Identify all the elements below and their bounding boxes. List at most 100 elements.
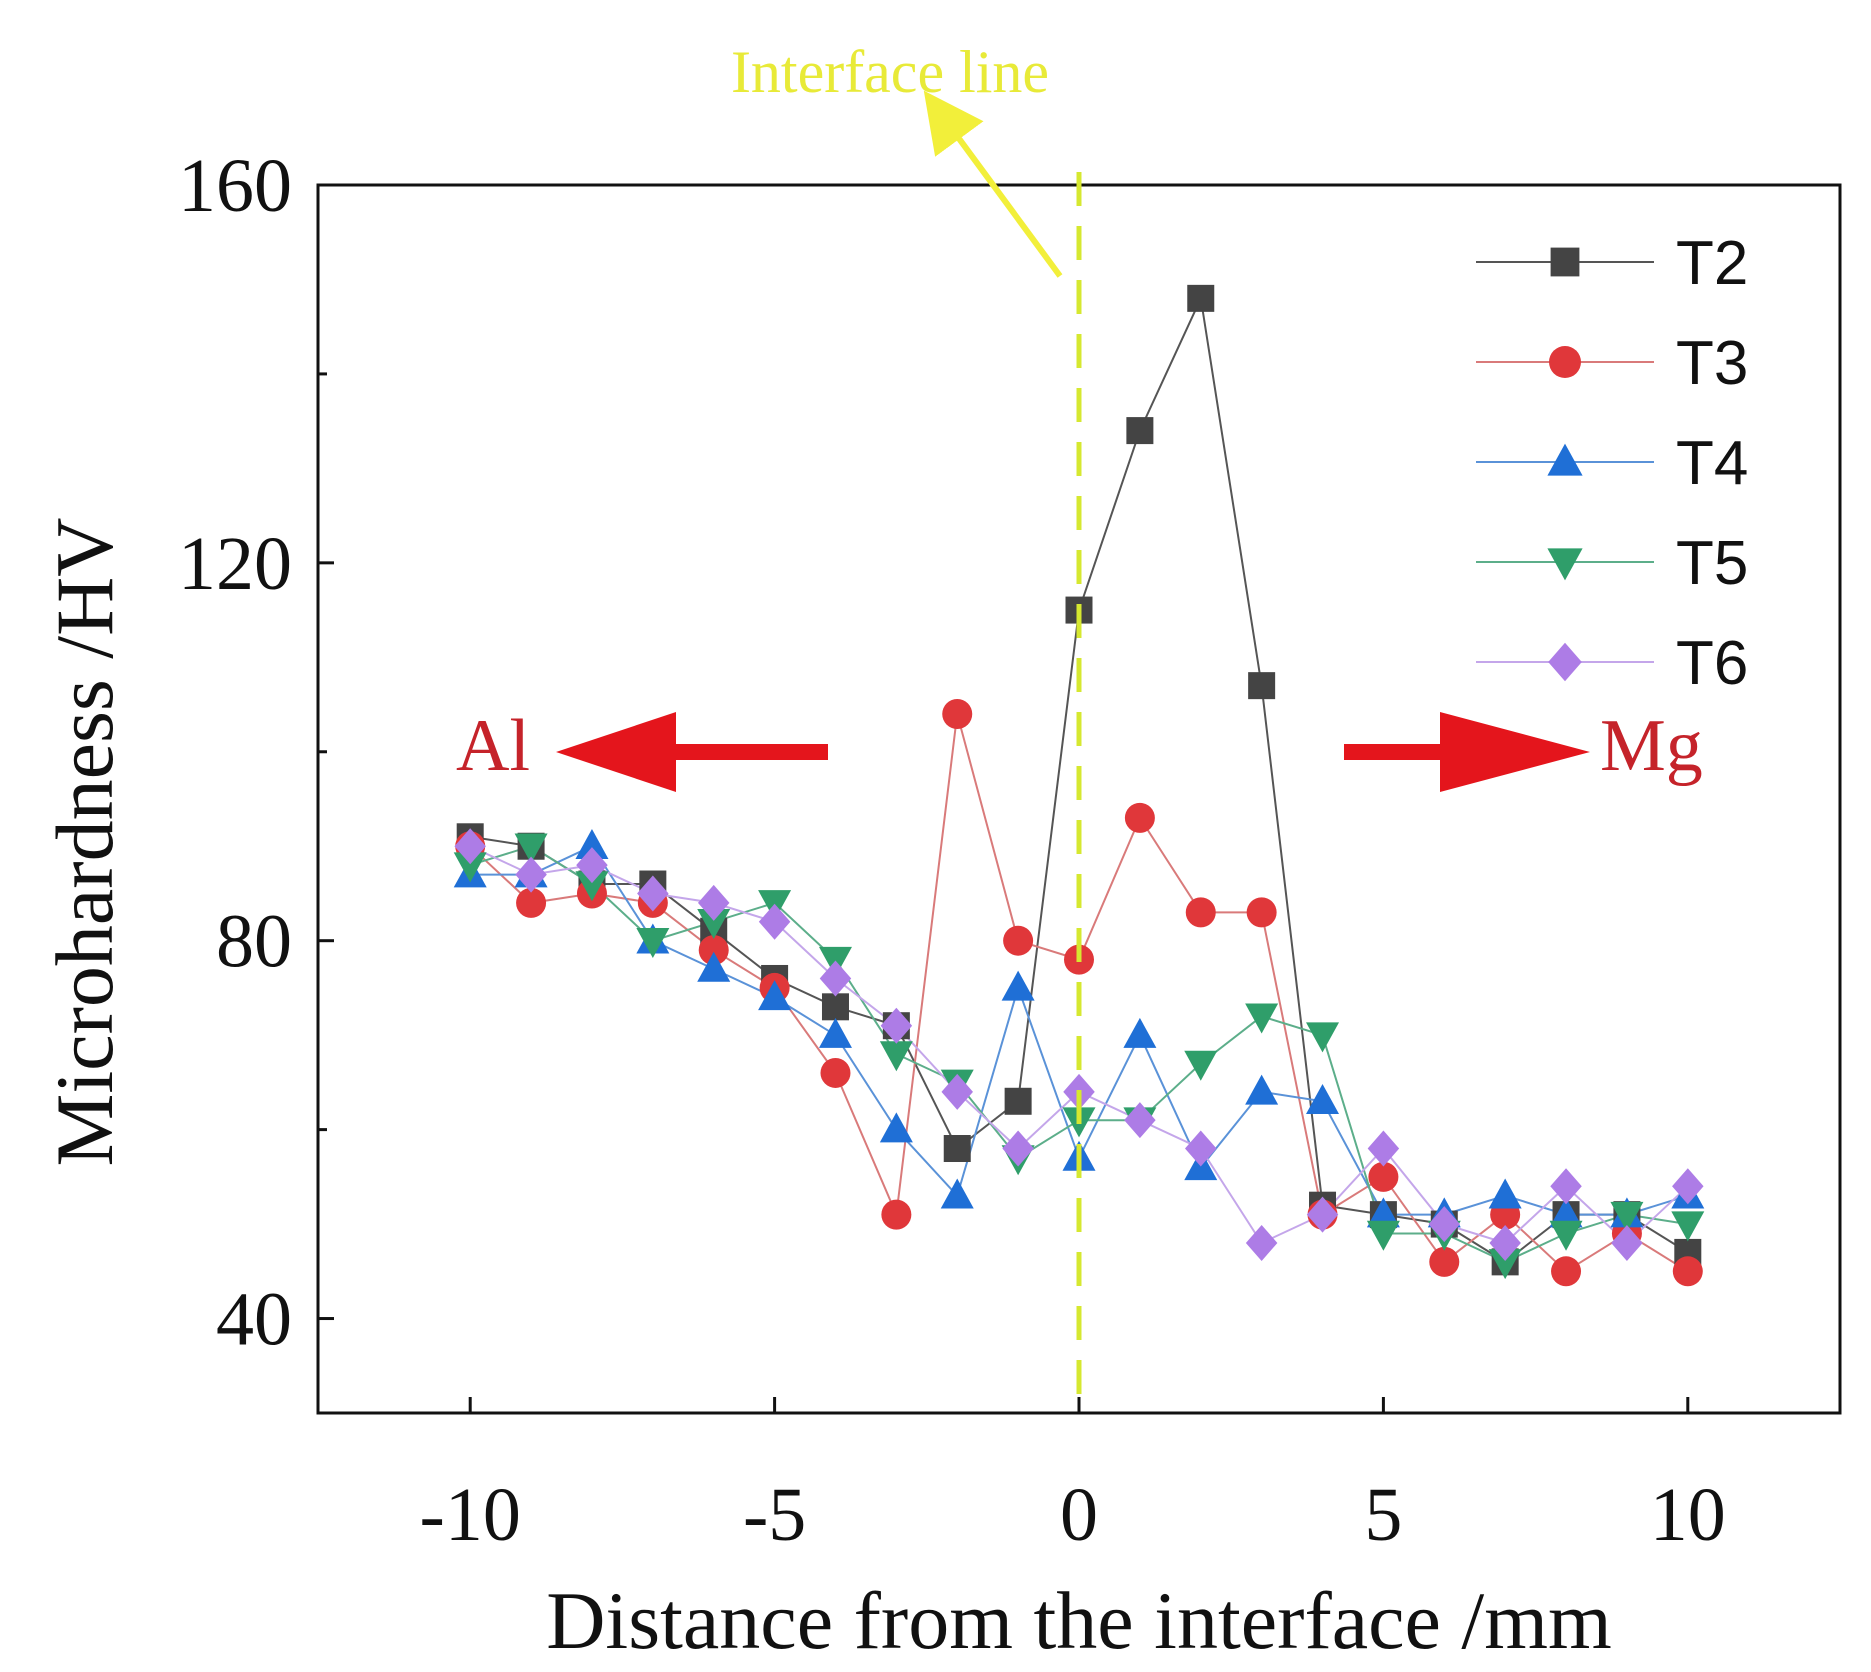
- data-point-t4: [940, 1178, 974, 1209]
- data-point-t4: [1488, 1178, 1522, 1209]
- data-point-t3: [1185, 897, 1216, 928]
- data-point-t4: [697, 951, 731, 982]
- y-axis-ticks: 40 80 120 160: [178, 144, 334, 1362]
- legend-label-t6: T6: [1676, 629, 1748, 698]
- data-point-t2: [943, 1135, 971, 1163]
- legend-label-t2: T2: [1676, 229, 1748, 298]
- data-point-t6: [637, 875, 669, 912]
- x-tick-label: 5: [1364, 1473, 1402, 1557]
- data-point-t3: [698, 935, 729, 966]
- data-point-t6: [1672, 1168, 1704, 1205]
- data-point-t4: [1549, 1197, 1583, 1228]
- interface-line-label: Interface line: [731, 39, 1049, 105]
- data-point-t6: [1185, 1130, 1217, 1167]
- legend-label-t3: T3: [1676, 329, 1748, 398]
- data-point-t5: [1610, 1201, 1644, 1232]
- data-point-t6: [1245, 1224, 1278, 1261]
- data-point-t5: [636, 927, 670, 958]
- data-point-t3: [1124, 802, 1155, 833]
- data-point-t4: [1306, 1084, 1340, 1115]
- legend: T2 T3 T4 T5 T6: [1476, 229, 1748, 698]
- data-point-t5: [1549, 1220, 1583, 1251]
- legend-marker-t5: [1547, 548, 1583, 581]
- data-point-t2: [1004, 1087, 1032, 1115]
- data-point-t5: [879, 1041, 913, 1072]
- data-point-t4: [1245, 1074, 1279, 1105]
- legend-label-t5: T5: [1676, 529, 1748, 598]
- legend-marker-t2: [1550, 247, 1580, 277]
- data-point-t6: [1002, 1130, 1034, 1167]
- data-point-t6: [1367, 1130, 1400, 1167]
- data-point-t3: [1429, 1246, 1460, 1277]
- x-tick-label: 0: [1060, 1473, 1098, 1557]
- al-arrow: [556, 712, 828, 792]
- legend-marker-t6: [1548, 642, 1582, 682]
- data-point-t5: [1488, 1249, 1522, 1280]
- y-tick-label: 80: [216, 900, 292, 984]
- data-point-t6: [1611, 1224, 1643, 1261]
- data-point-t6: [880, 1007, 913, 1044]
- data-point-t2: [1187, 284, 1215, 312]
- data-point-t5: [1184, 1050, 1218, 1081]
- legend-marker-t3: [1549, 346, 1581, 378]
- data-point-t5: [1245, 1003, 1279, 1034]
- data-point-t3: [1003, 925, 1034, 956]
- legend-label-t4: T4: [1676, 429, 1748, 498]
- data-point-t3: [1672, 1256, 1703, 1287]
- data-point-t5: [514, 833, 548, 864]
- x-axis-title: Distance from the interface /mm: [546, 1575, 1612, 1666]
- data-point-t2: [821, 993, 849, 1021]
- x-tick-label: -5: [743, 1473, 806, 1557]
- data-point-t3: [1368, 1161, 1399, 1192]
- data-point-t5: [1366, 1220, 1400, 1251]
- data-point-t6: [1306, 1196, 1339, 1233]
- data-point-t4: [575, 828, 609, 859]
- data-point-t6: [941, 1073, 973, 1110]
- data-point-t6: [1428, 1206, 1461, 1243]
- interface-arrow: [923, 90, 1063, 278]
- data-point-t6: [515, 856, 547, 893]
- data-point-t2: [1126, 417, 1154, 445]
- mg-label: Mg: [1600, 705, 1703, 787]
- y-tick-label: 120: [178, 522, 292, 606]
- al-side-indicator: Al: [456, 705, 828, 792]
- data-point-t4: [1001, 970, 1035, 1001]
- data-point-t3: [820, 1057, 851, 1088]
- data-point-t4: [1123, 1017, 1157, 1048]
- data-point-t5: [575, 871, 609, 902]
- mg-side-indicator: Mg: [1344, 705, 1703, 792]
- data-point-t3: [516, 887, 547, 918]
- y-tick-label: 40: [216, 1278, 292, 1362]
- data-point-t5: [453, 852, 487, 883]
- x-axis-ticks: -10 -5 0 5 10: [420, 1397, 1726, 1557]
- data-point-t3: [1551, 1256, 1582, 1287]
- legend-marker-t4: [1547, 443, 1583, 476]
- data-point-t3: [1246, 897, 1277, 928]
- data-point-t4: [879, 1112, 913, 1143]
- data-point-t6: [819, 960, 852, 997]
- data-point-t6: [758, 903, 791, 940]
- y-axis-title: Microhardness /HV: [39, 517, 130, 1166]
- series-markers: [453, 284, 1705, 1287]
- data-point-t2: [1248, 672, 1276, 700]
- data-point-t6: [454, 828, 486, 865]
- data-point-t3: [942, 698, 973, 729]
- data-point-t6: [1550, 1168, 1582, 1205]
- data-point-t5: [697, 909, 731, 940]
- data-point-t5: [1306, 1022, 1340, 1053]
- x-tick-label: -10: [420, 1473, 521, 1557]
- mg-arrow: [1344, 712, 1590, 792]
- y-tick-label: 160: [178, 144, 292, 228]
- data-point-t6: [576, 847, 608, 884]
- data-point-t5: [1671, 1211, 1705, 1242]
- x-tick-label: 10: [1650, 1473, 1726, 1557]
- data-point-t4: [818, 1017, 852, 1048]
- data-point-t6: [697, 884, 730, 921]
- al-label: Al: [456, 705, 530, 787]
- data-point-t6: [1124, 1102, 1156, 1139]
- data-point-t4: [758, 980, 792, 1011]
- data-point-t3: [881, 1199, 912, 1230]
- data-point-t6: [1489, 1224, 1521, 1261]
- data-point-t4: [1366, 1197, 1400, 1228]
